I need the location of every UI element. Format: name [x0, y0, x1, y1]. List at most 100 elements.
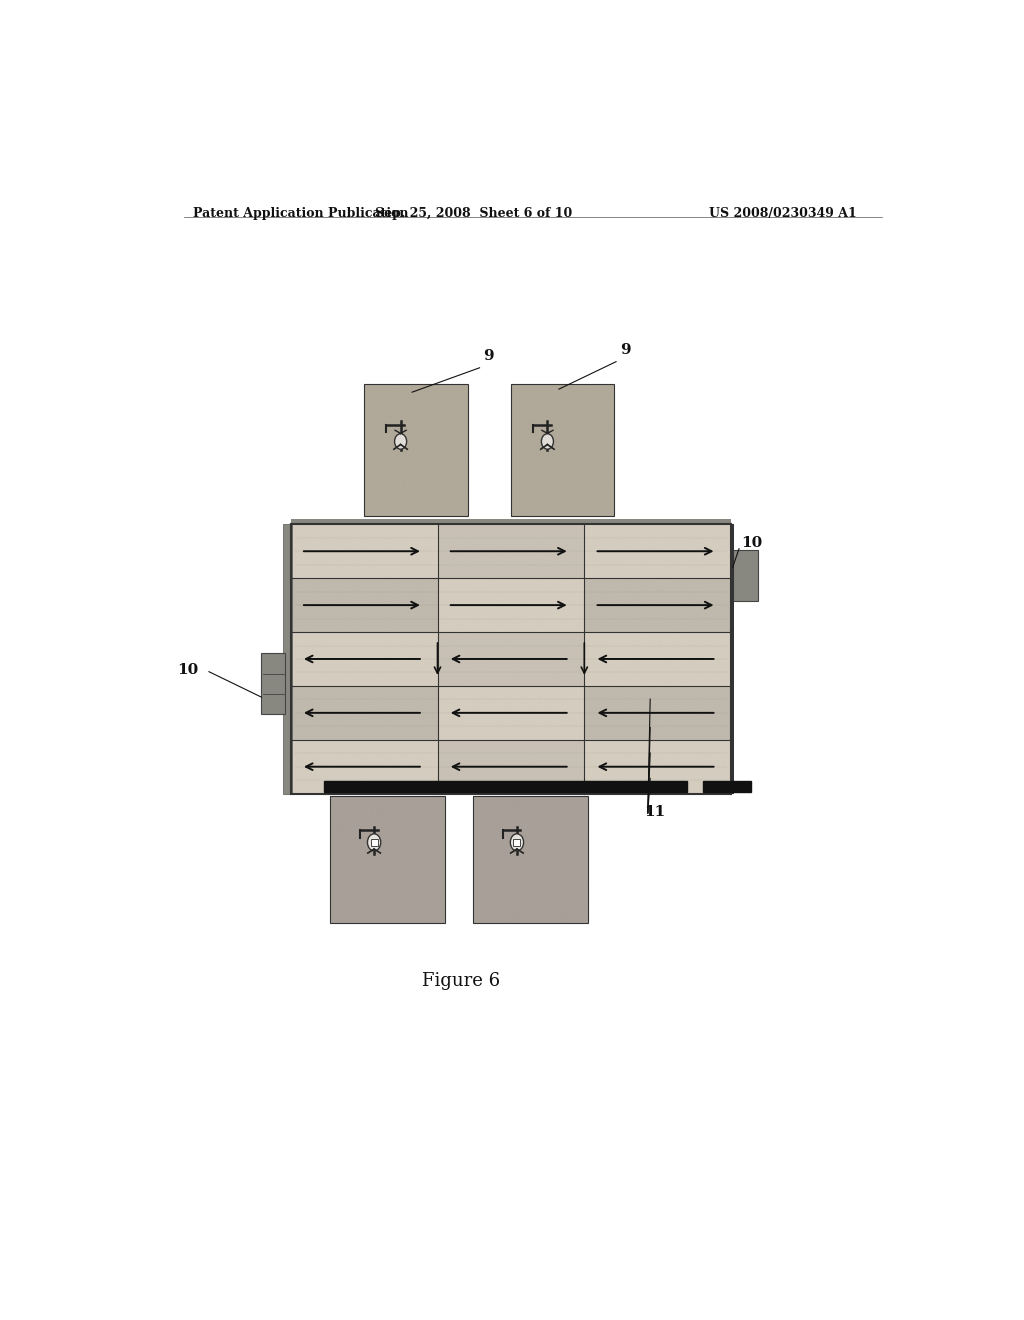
Point: [299, 717, 315, 738]
Point: [424, 644, 440, 665]
Point: [525, 696, 542, 717]
Point: [385, 462, 401, 483]
Point: [389, 912, 406, 933]
Point: [442, 717, 459, 738]
Point: [627, 694, 643, 715]
Point: [419, 858, 435, 879]
Point: [664, 643, 680, 664]
Point: [662, 779, 678, 800]
Point: [469, 545, 485, 566]
Point: [520, 743, 537, 764]
Point: [558, 851, 574, 873]
Bar: [511, 384, 614, 516]
Point: [639, 660, 655, 681]
Point: [642, 677, 658, 698]
Point: [368, 840, 384, 861]
Point: [508, 804, 524, 825]
Point: [289, 647, 305, 668]
Point: [441, 693, 458, 714]
Point: [482, 887, 499, 908]
Point: [361, 396, 378, 417]
Point: [524, 528, 541, 549]
Point: [360, 665, 377, 686]
Point: [433, 779, 450, 800]
Point: [705, 632, 721, 653]
Point: [459, 383, 475, 404]
Point: [527, 837, 544, 858]
Point: [721, 706, 737, 727]
Point: [461, 748, 477, 770]
Point: [329, 886, 345, 907]
Point: [423, 842, 439, 863]
Point: [437, 717, 454, 738]
Point: [497, 623, 513, 644]
Point: [525, 553, 542, 574]
Point: [563, 752, 580, 774]
Point: [426, 387, 442, 408]
Point: [328, 628, 344, 649]
Point: [644, 537, 660, 558]
Point: [477, 838, 494, 859]
Point: [460, 642, 476, 663]
Point: [563, 713, 580, 734]
Point: [468, 517, 484, 539]
Point: [420, 636, 436, 657]
Point: [586, 692, 602, 713]
Point: [303, 735, 319, 756]
Point: [615, 624, 632, 645]
Point: [506, 797, 522, 818]
Point: [480, 598, 497, 619]
Point: [564, 630, 581, 651]
Point: [436, 731, 453, 752]
Point: [461, 578, 477, 599]
Point: [436, 570, 453, 591]
Point: [527, 902, 544, 923]
Point: [720, 597, 736, 618]
Point: [540, 846, 556, 867]
Point: [653, 748, 670, 770]
Point: [502, 681, 518, 702]
Point: [301, 706, 317, 727]
Point: [666, 748, 682, 770]
Point: [672, 694, 688, 715]
Point: [560, 396, 577, 417]
Point: [544, 657, 560, 678]
Point: [483, 762, 500, 783]
Point: [548, 677, 564, 698]
Point: [690, 520, 707, 541]
Point: [692, 645, 709, 667]
Point: [407, 504, 423, 525]
Point: [581, 424, 597, 445]
Point: [451, 425, 467, 446]
Point: [340, 647, 356, 668]
Point: [382, 664, 398, 685]
Point: [695, 535, 712, 556]
Point: [497, 586, 513, 607]
Point: [698, 569, 715, 590]
Point: [373, 586, 389, 607]
Point: [722, 640, 738, 661]
Point: [688, 718, 705, 739]
Point: [486, 578, 503, 599]
Point: [539, 385, 555, 407]
Point: [599, 466, 615, 487]
Point: [506, 412, 522, 433]
Point: [662, 549, 678, 570]
Point: [521, 651, 538, 672]
Point: [721, 780, 737, 801]
Point: [459, 546, 475, 568]
Point: [682, 651, 698, 672]
Point: [577, 675, 593, 696]
Point: [381, 647, 397, 668]
Point: [514, 688, 530, 709]
Point: [361, 491, 378, 512]
Point: [556, 907, 572, 928]
Point: [343, 818, 359, 840]
Point: [557, 907, 573, 928]
Point: [672, 548, 688, 569]
Point: [523, 741, 540, 762]
Point: [387, 830, 403, 851]
Point: [591, 434, 607, 455]
Point: [416, 846, 432, 867]
Point: [487, 850, 504, 871]
